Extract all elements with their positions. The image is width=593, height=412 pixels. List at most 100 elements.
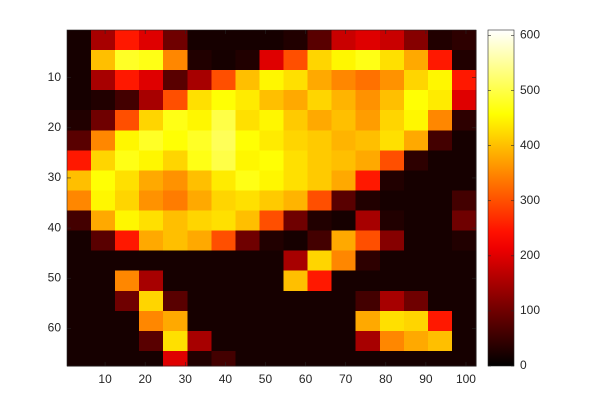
heatmap-cell: [211, 130, 236, 151]
heatmap-cell: [307, 250, 333, 272]
heatmap-cell: [115, 230, 140, 252]
heatmap-cell: [307, 350, 333, 367]
heatmap-cell: [235, 310, 260, 332]
heatmap-cell: [211, 30, 236, 51]
heatmap-cell: [211, 90, 236, 111]
heatmap-cell: [427, 110, 453, 131]
heatmap-cell: [259, 50, 285, 71]
heatmap-cell: [403, 270, 429, 292]
x-tick-label: 90: [419, 372, 433, 386]
y-tick-label: 10: [48, 70, 62, 84]
heatmap-cell: [67, 190, 92, 212]
heatmap-cell: [139, 150, 164, 171]
heatmap-cell: [139, 330, 164, 352]
heatmap-cell: [91, 210, 116, 232]
heatmap-cell: [211, 330, 236, 352]
heatmap-cell: [259, 310, 285, 332]
x-tick-label: 10: [98, 372, 112, 386]
heatmap-cell: [211, 190, 236, 212]
heatmap-cell: [139, 130, 164, 151]
heatmap-cell: [355, 270, 381, 292]
heatmap-cell: [259, 90, 285, 111]
heatmap-cell: [67, 290, 92, 312]
heatmap-cell: [427, 210, 453, 232]
heatmap-cell: [115, 130, 140, 151]
heatmap-cell: [403, 210, 429, 232]
heatmap-cell: [451, 130, 477, 151]
heatmap-cell: [67, 130, 92, 151]
heatmap-cell: [403, 70, 429, 91]
heatmap-cell: [355, 170, 381, 191]
heatmap-cell: [403, 290, 429, 312]
heatmap-cell: [331, 170, 357, 191]
heatmap-cell: [307, 130, 333, 151]
heatmap-cell: [307, 210, 333, 232]
heatmap-cell: [283, 70, 309, 91]
heatmap-cell: [427, 230, 453, 252]
heatmap-cell: [67, 50, 92, 71]
heatmap-cell: [115, 70, 140, 91]
x-tick-label: 80: [379, 372, 393, 386]
heatmap-cell: [331, 110, 357, 131]
heatmap-cell: [259, 330, 285, 352]
heatmap-cell: [355, 350, 381, 367]
heatmap-cell: [259, 210, 285, 232]
heatmap-cell: [187, 210, 212, 232]
heatmap-cell: [451, 330, 477, 352]
heatmap-cell: [259, 70, 285, 91]
heatmap-cell: [283, 310, 309, 332]
heatmap-cell: [283, 190, 309, 212]
heatmap-cell: [187, 350, 212, 367]
heatmap-cell: [91, 250, 116, 272]
heatmap-cell: [427, 50, 453, 71]
heatmap-cell: [187, 310, 212, 332]
heatmap-cell: [331, 230, 357, 252]
heatmap-cell: [331, 30, 357, 51]
heatmap-cell: [235, 50, 260, 71]
heatmap-cell: [187, 110, 212, 131]
heatmap-cell: [91, 270, 116, 292]
heatmap-cell: [331, 150, 357, 171]
x-tick-label: 30: [179, 372, 193, 386]
heatmap-cell: [235, 170, 260, 191]
heatmap-cell: [331, 290, 357, 312]
heatmap-cell: [211, 150, 236, 171]
heatmap-cell: [451, 250, 477, 272]
heatmap-cell: [355, 250, 381, 272]
heatmap-cell: [427, 150, 453, 171]
heatmap-cell: [379, 70, 405, 91]
heatmap-cell: [235, 330, 260, 352]
heatmap-cell: [211, 350, 236, 367]
heatmap-cell: [379, 150, 405, 171]
heatmap-cell: [355, 50, 381, 71]
heatmap-cell: [67, 70, 92, 91]
heatmap-cell: [307, 310, 333, 332]
heatmap-cell: [163, 130, 188, 151]
heatmap-cell: [163, 70, 188, 91]
heatmap-cell: [307, 270, 333, 292]
heatmap-cell: [187, 70, 212, 91]
heatmap-cell: [307, 110, 333, 131]
heatmap-cell: [91, 150, 116, 171]
heatmap-cell: [427, 310, 453, 332]
heatmap-cell: [427, 270, 453, 292]
heatmap-cell: [187, 150, 212, 171]
heatmap-cell: [283, 130, 309, 151]
heatmap-cell: [283, 110, 309, 131]
heatmap-cell: [187, 130, 212, 151]
heatmap-cell: [67, 310, 92, 332]
heatmap-cell: [283, 50, 309, 71]
heatmap-cell: [163, 150, 188, 171]
heatmap-cell: [115, 30, 140, 51]
heatmap-cell: [139, 290, 164, 312]
y-tick-label: 40: [48, 220, 62, 234]
heatmap-cell: [163, 210, 188, 232]
heatmap-cell: [307, 90, 333, 111]
x-tick-label: 20: [139, 372, 153, 386]
heatmap-cell: [235, 90, 260, 111]
heatmap-cell: [235, 210, 260, 232]
heatmap-cell: [139, 250, 164, 272]
heatmap-cell: [235, 130, 260, 151]
heatmap-cell: [163, 90, 188, 111]
heatmap-cell: [91, 170, 116, 191]
